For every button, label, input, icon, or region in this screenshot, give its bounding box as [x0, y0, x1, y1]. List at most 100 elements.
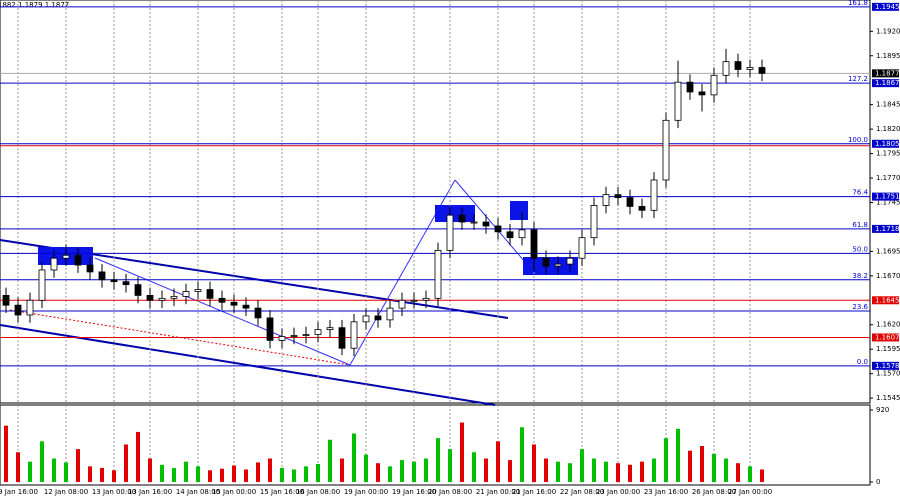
volume-panel	[0, 404, 871, 486]
volume-bar	[676, 428, 680, 482]
volume-bar	[724, 458, 728, 482]
volume-bar	[352, 433, 356, 482]
candle-body	[482, 221, 490, 227]
candle-body	[398, 299, 406, 309]
candle-body	[434, 250, 442, 299]
volume-bar	[652, 458, 656, 482]
candle-body	[494, 225, 502, 233]
candle-body	[506, 231, 514, 239]
volume-bar	[304, 466, 308, 482]
volume-bar	[148, 458, 152, 482]
candle-body	[86, 264, 94, 273]
candle-body	[614, 194, 622, 198]
volume-bar	[52, 458, 56, 482]
candle-body	[578, 237, 586, 259]
volume-bar	[544, 458, 548, 482]
x-tick-label: 26 Jan 08:00	[692, 488, 736, 496]
volume-bar	[100, 467, 104, 482]
y-tick-label: 1.1770	[876, 174, 900, 182]
volume-bar	[460, 422, 464, 482]
candle-body	[758, 67, 766, 74]
volume-bar	[748, 466, 752, 482]
candle-body	[410, 299, 418, 302]
y-tick-label: 1.1845	[876, 101, 900, 109]
volume-bar	[688, 450, 692, 482]
candle-body	[374, 315, 382, 321]
volume-bar	[580, 449, 584, 482]
fib-label: 38.2	[852, 272, 868, 280]
y-tick-label: 1.1595	[876, 345, 900, 353]
candle-body	[542, 257, 550, 267]
candle-body	[134, 284, 142, 296]
y-tick-label: 1.1695	[876, 247, 900, 255]
x-tick-label: 14 Jan 08:00	[176, 488, 220, 496]
channel-lower	[0, 324, 496, 406]
fib-label: 76.4	[852, 189, 868, 197]
volume-bar	[220, 468, 224, 482]
candle-body	[242, 304, 250, 309]
volume-bar	[556, 461, 560, 482]
y-tick-label: 1.1920	[876, 27, 900, 35]
volume-bar	[364, 454, 368, 482]
price-box-label: 1.1945	[875, 3, 900, 11]
y-tick-label: 1.1545	[876, 394, 900, 402]
volume-bar	[520, 427, 524, 482]
swing-line	[454, 179, 526, 263]
x-tick-label: 23 Jan 16:00	[644, 488, 688, 496]
candle-body	[362, 315, 370, 323]
volume-bar	[712, 453, 716, 482]
candle-body	[566, 257, 574, 265]
price-box-label: 1.1607	[875, 333, 900, 341]
volume-bar	[424, 458, 428, 482]
x-tick-label: 21 Jan 00:00	[476, 488, 520, 496]
candle-body	[626, 197, 634, 207]
volume-bar	[280, 467, 284, 482]
candle-body	[422, 297, 430, 301]
price-box-label: 1.1578	[875, 362, 900, 370]
candle-body	[14, 304, 22, 316]
volume-bar	[568, 463, 572, 482]
volume-tick-label: 0	[876, 478, 880, 486]
candle-body	[458, 214, 466, 223]
candle-body	[686, 81, 694, 93]
volume-bar	[244, 469, 248, 482]
price-box	[872, 79, 899, 88]
volume-bar	[268, 458, 272, 482]
price-box-label: 1.1645	[875, 296, 900, 304]
price-box-label: 1.1867	[875, 79, 900, 87]
candle-body	[98, 271, 106, 281]
candle-body	[194, 289, 202, 292]
price-box	[872, 296, 899, 305]
volume-bar	[160, 464, 164, 482]
price-box-label: 1.1718	[875, 225, 900, 233]
candle-body	[710, 74, 718, 96]
candle-body	[554, 263, 562, 267]
fib-label: 0.0	[857, 358, 868, 366]
volume-bar	[760, 469, 764, 482]
x-tick-label: 15 Jan 16:00	[260, 488, 304, 496]
volume-bar	[616, 463, 620, 482]
volume-bar	[532, 444, 536, 482]
candle-body	[170, 295, 178, 299]
fib-label: 61.8	[852, 221, 868, 229]
candle-body	[734, 61, 742, 70]
y-tick-label: 1.1620	[876, 321, 900, 329]
volume-bar	[496, 441, 500, 482]
candle-body	[638, 205, 646, 211]
candle-body	[746, 67, 754, 70]
y-tick-label: 1.1820	[876, 125, 900, 133]
candle-body	[182, 291, 190, 297]
volume-bar	[172, 467, 176, 482]
price-box	[872, 2, 899, 11]
x-tick-label: 13 Jan 16:00	[128, 488, 172, 496]
volume-bar	[316, 464, 320, 482]
volume-bar	[376, 463, 380, 482]
volume-bar	[664, 438, 668, 482]
candle-body	[62, 254, 70, 259]
price-panel	[0, 0, 871, 404]
volume-bar	[76, 449, 80, 482]
x-tick-label: 15 Jan 00:00	[212, 488, 256, 496]
x-tick-label: 22 Jan 08:00	[560, 488, 604, 496]
candle-body	[278, 336, 286, 341]
